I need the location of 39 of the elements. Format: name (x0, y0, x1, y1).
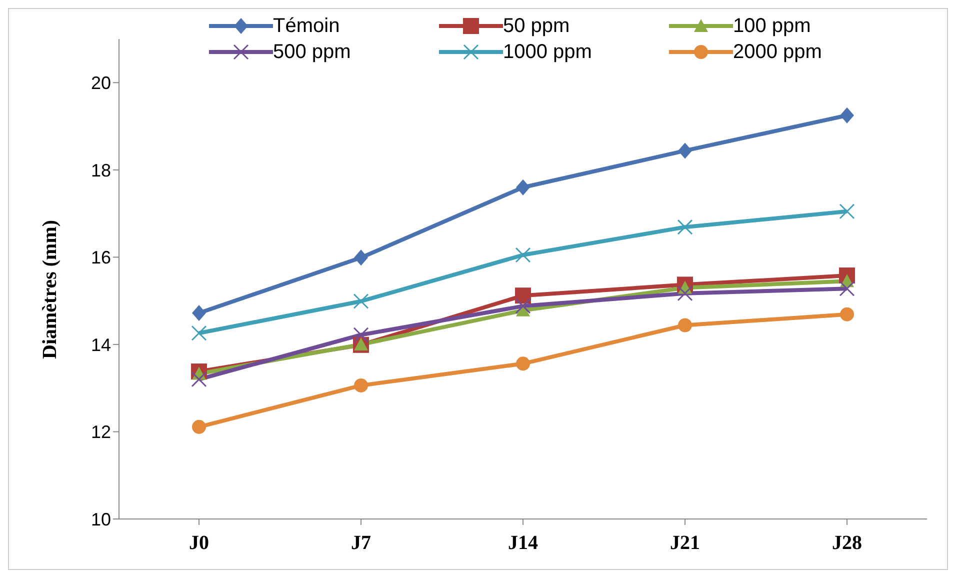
x-tick-label: J7 (351, 532, 371, 554)
y-tick-label: 16 (90, 248, 111, 268)
point (516, 179, 530, 196)
y-tick-label: 12 (90, 422, 111, 442)
x-tick-label: J28 (832, 532, 862, 554)
y-axis-title: Diamètres (mm) (39, 220, 62, 359)
point (353, 327, 369, 343)
point (839, 280, 855, 296)
legend-label: 500 ppm (273, 40, 351, 64)
point (191, 372, 207, 388)
x-tick-label: J14 (508, 532, 538, 554)
point (677, 219, 693, 235)
y-tick-label: 14 (90, 334, 111, 355)
point (516, 356, 530, 371)
point (678, 142, 692, 159)
point (515, 288, 531, 304)
point (191, 325, 207, 341)
point (840, 307, 854, 322)
y-tick-label: 18 (90, 160, 111, 180)
point (840, 107, 854, 124)
point (192, 305, 206, 322)
legend-label: 1000 ppm (503, 40, 592, 64)
legend-label: 2000 ppm (733, 40, 822, 64)
legend-label: 50 ppm (503, 14, 570, 38)
x-tick-label: J0 (189, 532, 209, 554)
point (354, 378, 368, 392)
y-tick-label: 20 (90, 73, 111, 94)
point (353, 294, 369, 310)
point (839, 204, 855, 220)
x-tick-label: J21 (670, 532, 700, 554)
point (677, 286, 693, 302)
point (354, 250, 368, 266)
point (192, 420, 206, 434)
point (515, 298, 531, 314)
legend-label: Témoin (273, 14, 340, 38)
point (515, 247, 531, 263)
point (678, 318, 692, 332)
legend-label: 100 ppm (733, 14, 811, 38)
y-tick-label: 10 (90, 509, 111, 530)
